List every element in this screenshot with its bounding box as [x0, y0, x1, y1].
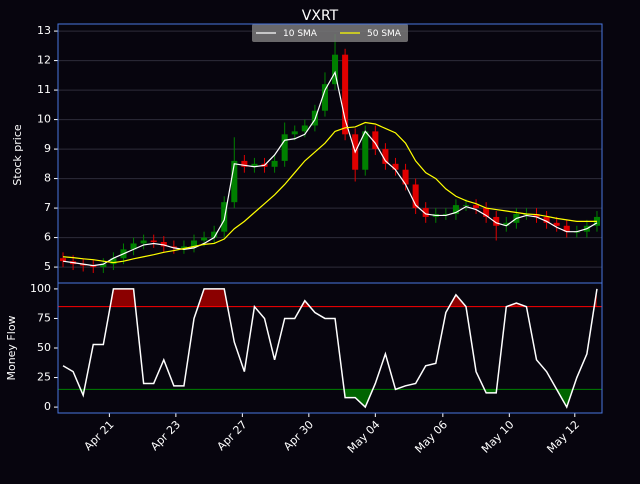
- candle-body: [251, 163, 258, 167]
- candle-body: [281, 134, 288, 161]
- candle-body: [201, 237, 208, 241]
- candle-body: [100, 264, 107, 268]
- y-tick-label: 25: [37, 371, 51, 384]
- candle-body: [170, 246, 177, 248]
- candle-body: [301, 125, 308, 132]
- y-tick-label: 12: [37, 54, 51, 67]
- y-tick-label: 5: [44, 260, 51, 273]
- y-tick-label: 11: [37, 83, 51, 96]
- y-tick-label: 7: [44, 201, 51, 214]
- legend-label: 10 SMA: [283, 29, 318, 39]
- candle-body: [563, 225, 570, 232]
- candle-body: [533, 213, 540, 217]
- money-flow-line: [62, 288, 598, 409]
- candle-body: [110, 258, 117, 265]
- candle-body: [231, 160, 238, 203]
- y-tick-label: 6: [44, 231, 51, 244]
- y-tick-label: 50: [37, 341, 51, 354]
- candle-body: [271, 160, 278, 167]
- candle-body: [241, 160, 248, 167]
- candle-body: [90, 265, 97, 268]
- candle-body: [60, 258, 67, 262]
- candle-body: [503, 222, 510, 226]
- candle-body: [140, 240, 147, 244]
- candle-body: [442, 213, 449, 215]
- candle-body: [80, 264, 87, 266]
- y-tick-label: 100: [30, 282, 51, 295]
- legend-box: [252, 24, 408, 42]
- plot-frame: [57, 282, 603, 414]
- candle-body: [332, 54, 339, 85]
- sma-line: [62, 70, 598, 267]
- candle-body: [190, 240, 198, 247]
- sma-line: [62, 121, 597, 264]
- legend: 10 SMA 50 SMA: [252, 24, 408, 42]
- y-tick-label: 13: [37, 24, 51, 37]
- overbought-fill: [63, 288, 597, 307]
- candle-body: [462, 205, 470, 207]
- candle-body: [483, 208, 490, 217]
- candle-body: [362, 131, 369, 170]
- candle-body: [402, 169, 409, 185]
- candle-body: [382, 149, 389, 164]
- y-tick-label: 10: [37, 113, 51, 126]
- candle-body: [543, 216, 550, 223]
- y-tick-label: 8: [44, 172, 51, 185]
- candle-body: [452, 205, 459, 214]
- y-axis-label: Money Flow: [5, 315, 18, 380]
- y-tick-label: 75: [37, 311, 51, 324]
- candle-body: [291, 131, 298, 135]
- candle-body: [160, 241, 167, 247]
- candle-body: [493, 216, 500, 226]
- candle-body: [321, 84, 328, 111]
- candle-body: [553, 222, 560, 226]
- candle-body: [211, 231, 218, 238]
- candle-body: [422, 208, 429, 217]
- y-tick-label: 0: [44, 400, 51, 413]
- candle-body: [342, 54, 349, 135]
- chart-title: VXRT: [302, 8, 339, 24]
- y-tick-label: 9: [44, 142, 51, 155]
- y-axis-label: Stock price: [11, 124, 24, 186]
- candle-body: [150, 240, 157, 242]
- candle-body: [372, 131, 379, 150]
- candle-body: [392, 163, 399, 170]
- candle-body: [412, 184, 419, 209]
- candle-body: [473, 205, 480, 209]
- candle-body: [180, 246, 187, 248]
- candle-body: [130, 243, 137, 250]
- legend-label: 50 SMA: [367, 29, 402, 39]
